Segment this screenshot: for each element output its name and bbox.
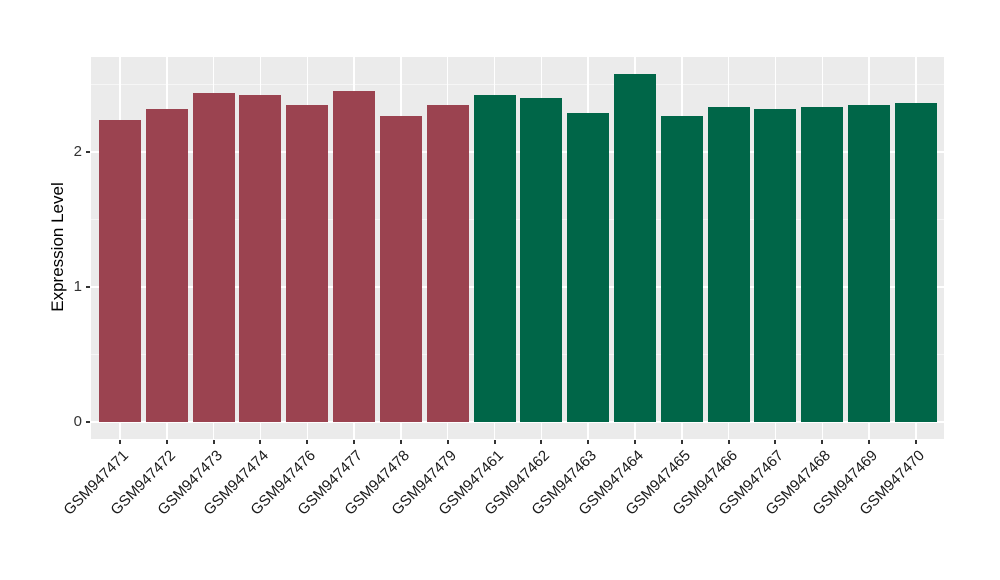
- gridline-major-horizontal: [91, 286, 944, 288]
- x-tick-mark: [774, 440, 777, 444]
- x-tick-mark: [821, 440, 824, 444]
- y-tick-label: 0: [73, 413, 82, 430]
- bar-GSM947469: [848, 104, 891, 422]
- gridline-major-horizontal: [91, 421, 944, 423]
- x-tick-mark: [493, 440, 496, 444]
- y-tick-mark: [86, 151, 90, 153]
- bar-GSM947478: [379, 115, 422, 422]
- x-tick-mark: [540, 440, 543, 444]
- bar-GSM947462: [520, 98, 563, 422]
- x-tick-mark: [446, 440, 449, 444]
- plot-panel: [91, 57, 944, 439]
- gridline-minor-horizontal: [91, 354, 944, 355]
- bar-GSM947466: [707, 107, 750, 422]
- bar-GSM947461: [473, 95, 516, 422]
- x-tick-label: GSM947470: [856, 447, 928, 519]
- bar-GSM947479: [426, 104, 469, 422]
- bar-GSM947467: [754, 108, 797, 422]
- gridline-minor-horizontal: [91, 84, 944, 85]
- y-axis-title: Expression Level: [48, 182, 67, 312]
- x-tick-mark: [914, 440, 917, 444]
- x-tick-mark: [212, 440, 215, 444]
- x-tick-mark: [868, 440, 871, 444]
- x-tick-mark: [119, 440, 121, 444]
- bar-GSM947465: [660, 115, 703, 422]
- bar-GSM947473: [192, 92, 235, 422]
- y-tick-label: 2: [73, 143, 82, 160]
- bar-GSM947463: [567, 112, 610, 422]
- bar-GSM947468: [801, 107, 844, 422]
- y-tick-mark: [86, 286, 90, 288]
- x-tick-mark: [165, 440, 168, 444]
- bar-GSM947471: [99, 119, 141, 422]
- bar-GSM947464: [614, 73, 657, 422]
- x-tick-mark: [680, 440, 683, 444]
- gridline-major-horizontal: [91, 151, 944, 153]
- bar-GSM947474: [239, 95, 282, 422]
- y-tick-mark: [86, 421, 90, 423]
- x-tick-mark: [306, 440, 309, 444]
- x-tick-mark: [587, 440, 590, 444]
- x-tick-mark: [727, 440, 730, 444]
- gridline-minor-horizontal: [91, 219, 944, 220]
- x-tick-mark: [634, 440, 637, 444]
- bar-GSM947470: [894, 103, 937, 422]
- bar-GSM947477: [333, 91, 376, 422]
- x-tick-mark: [399, 440, 402, 444]
- bar-GSM947476: [286, 104, 329, 422]
- bar-GSM947472: [145, 108, 188, 422]
- x-tick-mark: [353, 440, 356, 444]
- x-tick-mark: [259, 440, 262, 444]
- y-tick-label: 1: [73, 278, 82, 295]
